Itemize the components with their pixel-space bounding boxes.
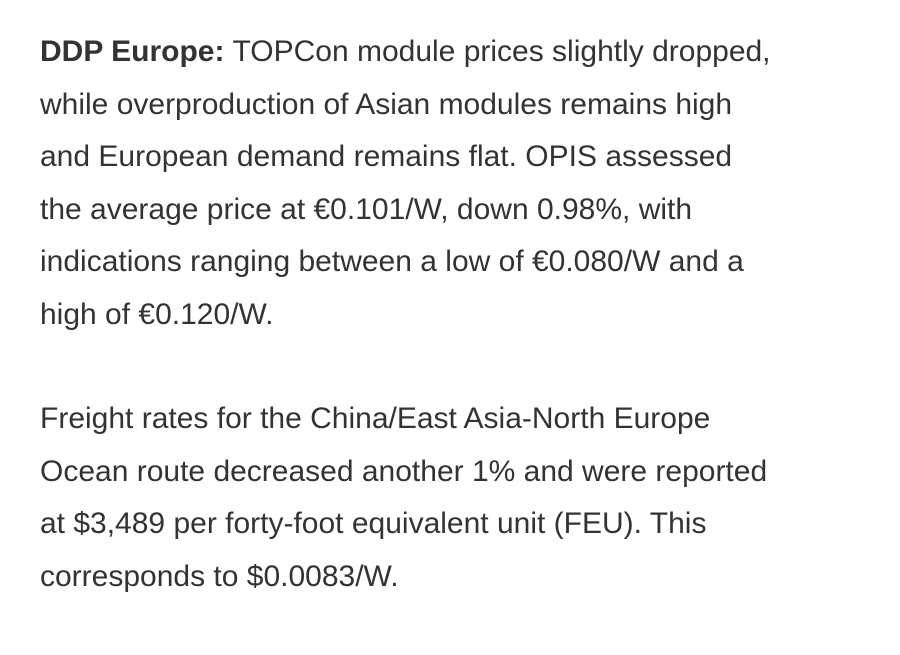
line-text: while overproduction of Asian modules re… [40,87,733,121]
bold-lead: DDP Europe: [40,35,225,68]
text-line: at $3,489 per forty-foot equivalent unit… [40,498,890,551]
line-text: TOPCon module prices slightly dropped, [232,35,771,68]
text-line: Ocean route decreased another 1% and wer… [40,446,890,499]
line-text: high of €0.120/W. [40,297,274,331]
text-line: and European demand remains flat. OPIS a… [40,131,890,184]
text-line: while overproduction of Asian modules re… [40,79,890,132]
text-line: the average price at €0.101/W, down 0.98… [40,184,890,237]
line-text: corresponds to $0.0083/W. [40,559,399,593]
text-line: DDP Europe: TOPCon module prices slightly… [40,26,890,79]
line-text: Freight rates for the China/East Asia-No… [40,402,711,435]
line-text: at $3,489 per forty-foot equivalent unit… [40,507,707,540]
line-text: Ocean route decreased another 1% and wer… [40,454,768,488]
paragraph: Freight rates for the China/East Asia-No… [40,393,890,603]
line-text: the average price at €0.101/W, down 0.98… [40,192,693,226]
text-line: corresponds to $0.0083/W. [40,551,890,604]
text-line: indications ranging between a low of €0.… [40,236,890,289]
paragraph: DDP Europe: TOPCon module prices slightly… [40,26,890,341]
line-text: and European demand remains flat. OPIS a… [40,140,733,173]
line-text: indications ranging between a low of €0.… [40,245,744,278]
text-line: Freight rates for the China/East Asia-No… [40,393,890,446]
article-text: DDP Europe: TOPCon module prices slightly… [40,26,890,655]
text-line: high of €0.120/W. [40,289,890,342]
